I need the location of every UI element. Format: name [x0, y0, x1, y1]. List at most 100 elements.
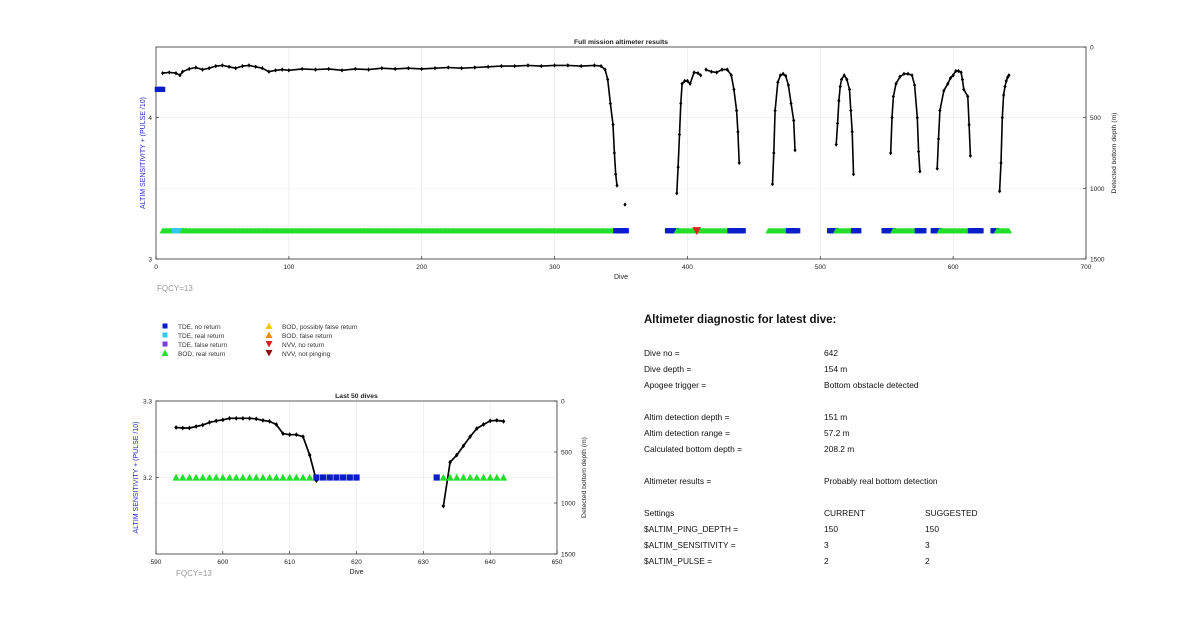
depth-point: [433, 66, 437, 71]
depth-point: [174, 425, 178, 430]
status-marker: [285, 473, 294, 481]
x-axis-label: Dive: [614, 274, 628, 281]
status-marker: [340, 474, 347, 481]
last-50-dives-chart: 590 600 610 620 630 640 650 3.2 3.3 0 500 1000 1500 L…: [133, 393, 588, 578]
depth-point: [696, 70, 700, 76]
y-left-tick-label: 4: [148, 115, 152, 122]
depth-point: [999, 160, 1003, 166]
x-tick-label: 590: [151, 559, 162, 566]
y-right-tick-label: 1000: [561, 501, 576, 508]
diag-label: Altimeter results =: [644, 476, 712, 486]
status-marker: [921, 228, 927, 234]
legend-symbol: [264, 340, 274, 350]
depth-point: [902, 71, 906, 77]
legend-label: BOD, possibly false return: [282, 323, 358, 331]
depth-point: [300, 66, 304, 72]
depth-point: [967, 122, 971, 127]
chart-title: Last 50 dives: [335, 393, 378, 400]
depth-point: [380, 66, 384, 71]
status-marker: [692, 227, 702, 236]
status-marker: [259, 473, 267, 481]
depth-point: [789, 101, 793, 106]
depth-point: [260, 66, 264, 71]
status-marker: [978, 228, 984, 234]
depth-point: [792, 118, 796, 123]
depth-point: [267, 69, 271, 74]
status-marker: [346, 474, 353, 481]
depth-point: [240, 63, 244, 69]
settings-header-current: CURRENT: [824, 508, 865, 518]
status-marker: [486, 473, 494, 481]
status-marker: [466, 473, 474, 481]
depth-point: [935, 166, 939, 171]
status-marker: [279, 473, 287, 481]
depth-point: [734, 108, 739, 113]
depth-point: [446, 65, 450, 70]
depth-point: [327, 66, 331, 72]
diag-label: Altim detection range =: [644, 428, 730, 438]
settings-header-label: Settings: [644, 508, 675, 518]
depth-point: [729, 73, 733, 78]
depth-point: [539, 63, 543, 69]
depth-point: [938, 108, 942, 113]
status-marker: [623, 228, 629, 234]
depth-point: [910, 73, 914, 78]
depth-point: [1006, 75, 1010, 80]
status-marker: [446, 473, 454, 481]
diag-value: Probably real bottom detection: [824, 476, 938, 486]
y-right-tick-label: 1500: [1090, 257, 1105, 264]
diag-value: 208.2 m: [824, 444, 855, 454]
depth-point: [499, 63, 504, 69]
setting-suggested: 150: [925, 524, 939, 534]
depth-point: [781, 71, 785, 77]
x-tick-label: 640: [485, 559, 496, 566]
legend-label: BOD, false return: [282, 332, 333, 340]
depth-point: [194, 65, 198, 70]
diag-row-altim-detection-range: Altim detection range = 57.2 m: [644, 428, 1064, 440]
chart-title: Full mission altimeter results: [574, 39, 668, 46]
depth-point: [847, 87, 852, 92]
depth-point: [194, 424, 198, 429]
status-marker: [319, 474, 327, 481]
diag-value: 57.2 m: [824, 428, 850, 438]
depth-point: [936, 136, 941, 142]
status-marker: [433, 474, 440, 481]
legend-symbol: [160, 349, 170, 359]
depth-point: [461, 443, 466, 449]
depth-point: [481, 422, 486, 427]
depth-point: [834, 142, 838, 147]
depth-point: [366, 67, 371, 72]
setting-current: 3: [824, 540, 829, 550]
x-tick-label: 200: [416, 264, 427, 271]
depth-point: [786, 82, 790, 88]
depth-point: [951, 73, 955, 78]
x-tick-label: 300: [549, 264, 560, 271]
depth-point: [959, 70, 963, 75]
depth-line: [998, 74, 1010, 192]
y-right-tick-label: 0: [1090, 45, 1094, 52]
setting-current: 150: [824, 524, 838, 534]
status-marker: [1005, 227, 1013, 234]
diag-label: Dive no =: [644, 348, 680, 358]
depth-point: [552, 63, 557, 68]
depth-point: [845, 77, 849, 82]
plot-frame: [155, 46, 1087, 260]
setting-suggested: 2: [925, 556, 930, 566]
legend-item-nvv-not-pinging: NVV, not pinging: [264, 349, 330, 359]
legend-symbol: [160, 340, 170, 350]
y-right-tick-label: 1500: [561, 552, 576, 559]
depth-point: [513, 63, 517, 69]
depth-point: [889, 150, 893, 156]
depth-point: [526, 63, 530, 68]
depth-line: [936, 70, 972, 169]
depth-point: [599, 63, 603, 69]
depth-point: [454, 452, 459, 458]
depth-point: [280, 67, 284, 72]
depth-point: [851, 172, 856, 177]
depth-point: [406, 66, 411, 71]
fqcy-annotation: FQCY=13: [176, 569, 212, 578]
depth-point: [948, 75, 953, 81]
depth-point: [918, 169, 922, 174]
y-left-tick-label: 3.3: [143, 399, 152, 406]
